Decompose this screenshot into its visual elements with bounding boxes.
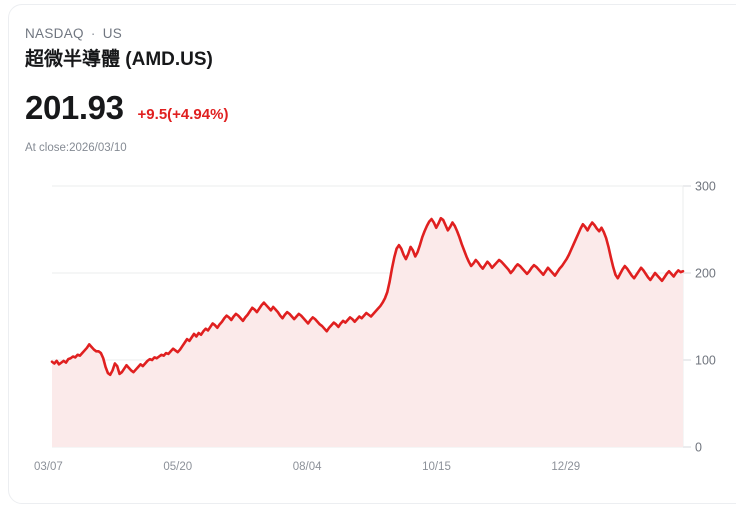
y-axis-tick-label: 0 — [695, 441, 702, 455]
close-timestamp: At close:2026/03/10 — [25, 142, 127, 154]
chart-area-fill — [52, 218, 683, 447]
x-axis-ticks: 03/07 05/20 08/04 10/15 12/29 — [34, 461, 580, 473]
price-change: +9.5(+4.94%) — [137, 106, 229, 123]
quote-header: NASDAQ · US 超微半導體 (AMD.US) 201.93 +9.5(+… — [25, 25, 625, 156]
stock-quote-card: NASDAQ · US 超微半導體 (AMD.US) 201.93 +9.5(+… — [8, 4, 736, 504]
page-title: 超微半導體 (AMD.US) — [25, 49, 213, 70]
x-axis-tick-label: 05/20 — [163, 461, 192, 473]
y-axis-tick-label: 300 — [695, 180, 716, 194]
exchange-line: NASDAQ · US — [25, 25, 625, 43]
exchange-name: NASDAQ — [25, 26, 84, 41]
y-axis-ticks: 0 100 200 300 — [695, 180, 716, 455]
exchange-separator: · — [90, 26, 96, 41]
x-axis-tick-label: 10/15 — [422, 461, 451, 473]
exchange-region: US — [102, 26, 123, 41]
price-row: 201.93 +9.5(+4.94%) — [25, 89, 625, 127]
last-price: 201.93 — [25, 89, 124, 126]
chart-line — [50, 216, 685, 377]
x-axis-tick-label: 08/04 — [293, 461, 322, 473]
area-fill-path — [52, 218, 683, 447]
x-axis-tick-label: 12/29 — [551, 461, 580, 473]
y-axis-tick-label: 200 — [695, 267, 716, 281]
price-chart-svg[interactable]: 0 100 200 300 03/07 05/20 08/04 10/15 12/29 — [9, 170, 736, 480]
y-axis-tick-label: 100 — [695, 354, 716, 368]
x-axis-tick-label: 03/07 — [34, 461, 63, 473]
price-chart[interactable]: 0 100 200 300 03/07 05/20 08/04 10/15 12/29 — [9, 170, 736, 480]
price-line-path — [50, 216, 685, 377]
